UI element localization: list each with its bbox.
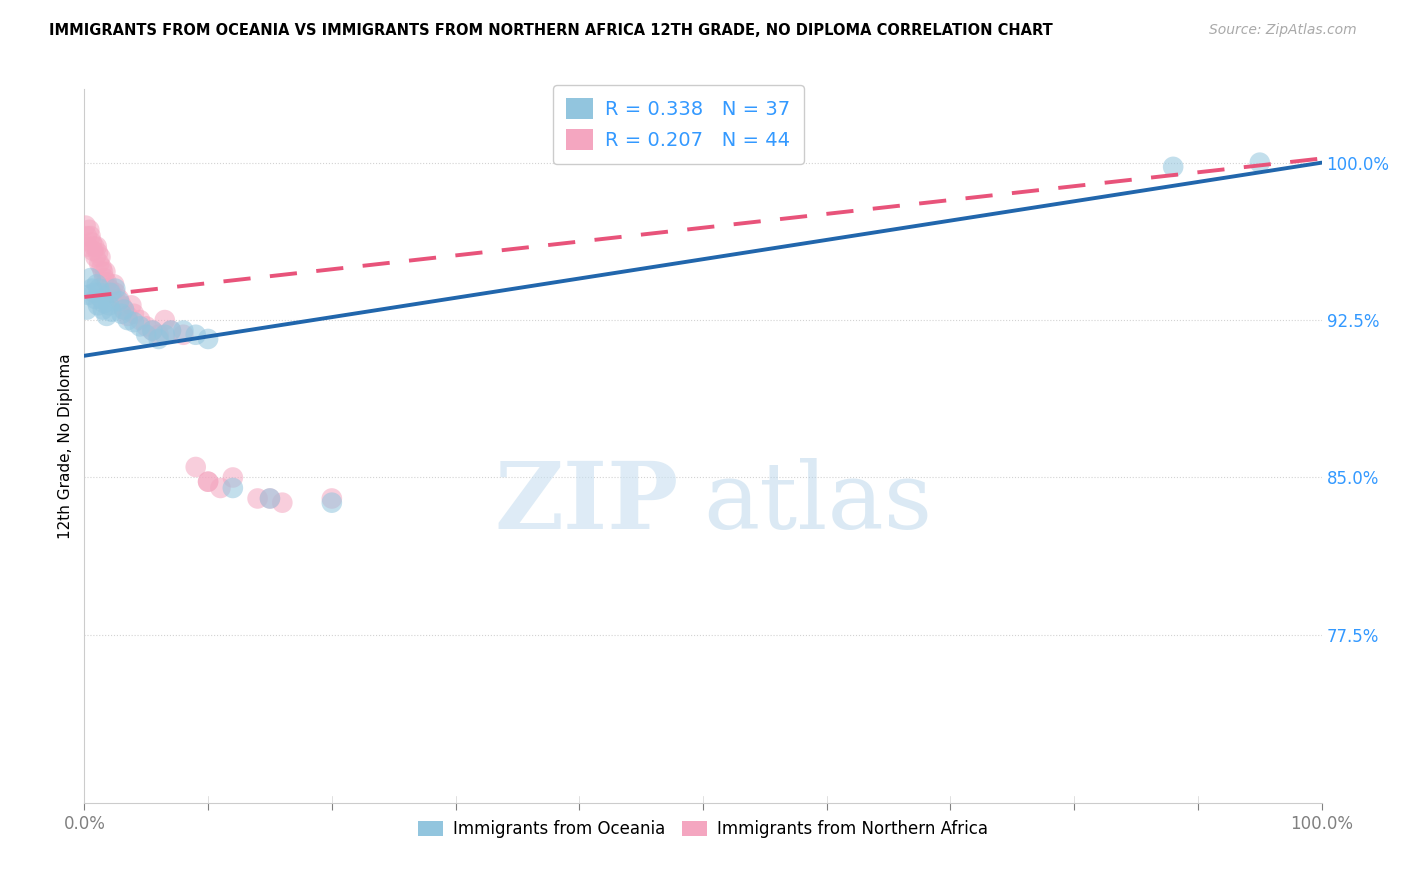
Text: atlas: atlas	[703, 458, 932, 548]
Point	[79, 223, 101, 237]
Point	[87, 246, 110, 260]
Point	[86, 239, 108, 253]
Point	[112, 302, 135, 317]
Point	[108, 294, 131, 309]
Point	[321, 491, 343, 506]
Point	[222, 470, 245, 484]
Text: ZIP: ZIP	[494, 458, 678, 548]
Point	[100, 304, 122, 318]
Point	[259, 491, 281, 506]
Point	[100, 285, 122, 300]
Point	[77, 288, 100, 302]
Point	[160, 324, 183, 338]
Point	[89, 250, 111, 264]
Point	[197, 475, 219, 489]
Point	[184, 327, 207, 342]
Text: IMMIGRANTS FROM OCEANIA VS IMMIGRANTS FROM NORTHERN AFRICA 12TH GRADE, NO DIPLOM: IMMIGRANTS FROM OCEANIA VS IMMIGRANTS FR…	[49, 23, 1053, 38]
Text: Source: ZipAtlas.com: Source: ZipAtlas.com	[1209, 23, 1357, 37]
Point	[184, 460, 207, 475]
Point	[246, 491, 269, 506]
Point	[172, 327, 194, 342]
Point	[172, 324, 194, 338]
Point	[141, 324, 163, 338]
Point	[148, 332, 170, 346]
Point	[77, 239, 100, 253]
Point	[75, 219, 97, 233]
Point	[84, 292, 107, 306]
Point	[76, 302, 98, 317]
Point	[153, 313, 176, 327]
Point	[93, 296, 115, 310]
Point	[94, 265, 117, 279]
Point	[110, 298, 132, 312]
Point	[83, 285, 105, 300]
Point	[87, 298, 110, 312]
Y-axis label: 12th Grade, No Diploma: 12th Grade, No Diploma	[58, 353, 73, 539]
Point	[76, 229, 98, 244]
Point	[120, 298, 142, 312]
Point	[148, 327, 170, 342]
Point	[83, 239, 105, 253]
Point	[98, 298, 121, 312]
Point	[110, 307, 132, 321]
Point	[80, 235, 103, 250]
Legend: Immigrants from Oceania, Immigrants from Northern Africa: Immigrants from Oceania, Immigrants from…	[412, 814, 994, 845]
Point	[89, 256, 111, 270]
Point	[160, 324, 183, 338]
Point	[91, 302, 114, 317]
Point	[89, 285, 111, 300]
Point	[96, 309, 118, 323]
Point	[141, 324, 163, 338]
Point	[80, 282, 103, 296]
Point	[1161, 160, 1184, 174]
Point	[135, 327, 157, 342]
Point	[108, 292, 131, 306]
Point	[222, 481, 245, 495]
Point	[209, 481, 232, 495]
Point	[135, 319, 157, 334]
Point	[1249, 155, 1271, 169]
Point	[271, 496, 294, 510]
Point	[98, 282, 121, 296]
Point	[153, 327, 176, 342]
Point	[259, 491, 281, 506]
Point	[96, 275, 118, 289]
Point	[98, 285, 121, 300]
Point	[82, 244, 104, 258]
Point	[90, 292, 112, 306]
Point	[103, 277, 125, 292]
Point	[197, 332, 219, 346]
Point	[79, 271, 101, 285]
Point	[197, 475, 219, 489]
Point	[122, 315, 145, 329]
Point	[129, 313, 152, 327]
Point	[117, 313, 139, 327]
Point	[122, 307, 145, 321]
Point	[86, 277, 108, 292]
Point	[129, 319, 152, 334]
Point	[89, 282, 111, 296]
Point	[91, 265, 114, 279]
Point	[104, 285, 127, 300]
Point	[117, 309, 139, 323]
Point	[321, 496, 343, 510]
Point	[112, 302, 135, 317]
Point	[84, 250, 107, 264]
Point	[90, 260, 112, 275]
Point	[93, 271, 115, 285]
Point	[79, 229, 101, 244]
Point	[104, 282, 127, 296]
